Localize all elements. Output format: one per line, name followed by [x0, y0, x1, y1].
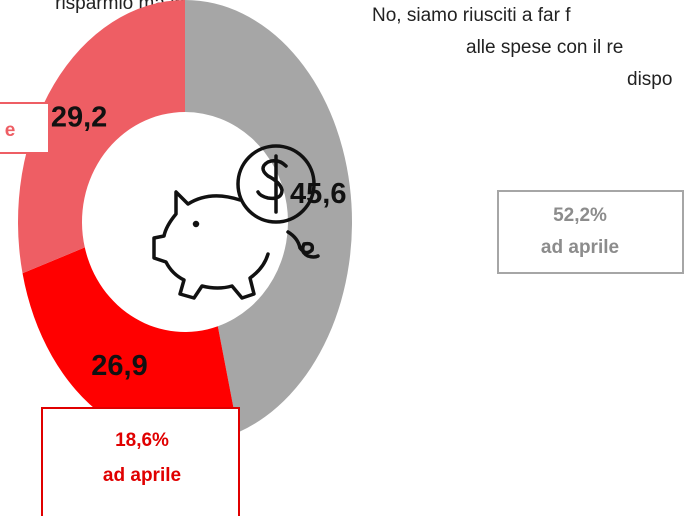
pink-box: [0, 102, 50, 154]
red-box: [41, 407, 240, 516]
value-label: 29,2: [51, 102, 107, 134]
right-note: alle spese con il re: [466, 37, 623, 58]
gray-box-text: 52,2%: [553, 205, 607, 226]
donut-segment: [185, 0, 352, 433]
gray-box-text: ad aprile: [541, 237, 619, 258]
red-box-text: 18,6%: [115, 430, 169, 451]
red-box-text: ad aprile: [103, 465, 181, 486]
value-label: 26,9: [91, 350, 147, 382]
piggy-icon: [152, 144, 320, 300]
donut-segment: [22, 247, 239, 444]
right-note: dispo: [627, 69, 672, 90]
right-note: No, siamo riusciti a far f: [372, 5, 571, 26]
pink-box-text: e: [5, 120, 16, 141]
value-label: 45,6: [290, 178, 346, 210]
gray-box: [497, 190, 684, 274]
donut-segment: [17, 0, 185, 274]
